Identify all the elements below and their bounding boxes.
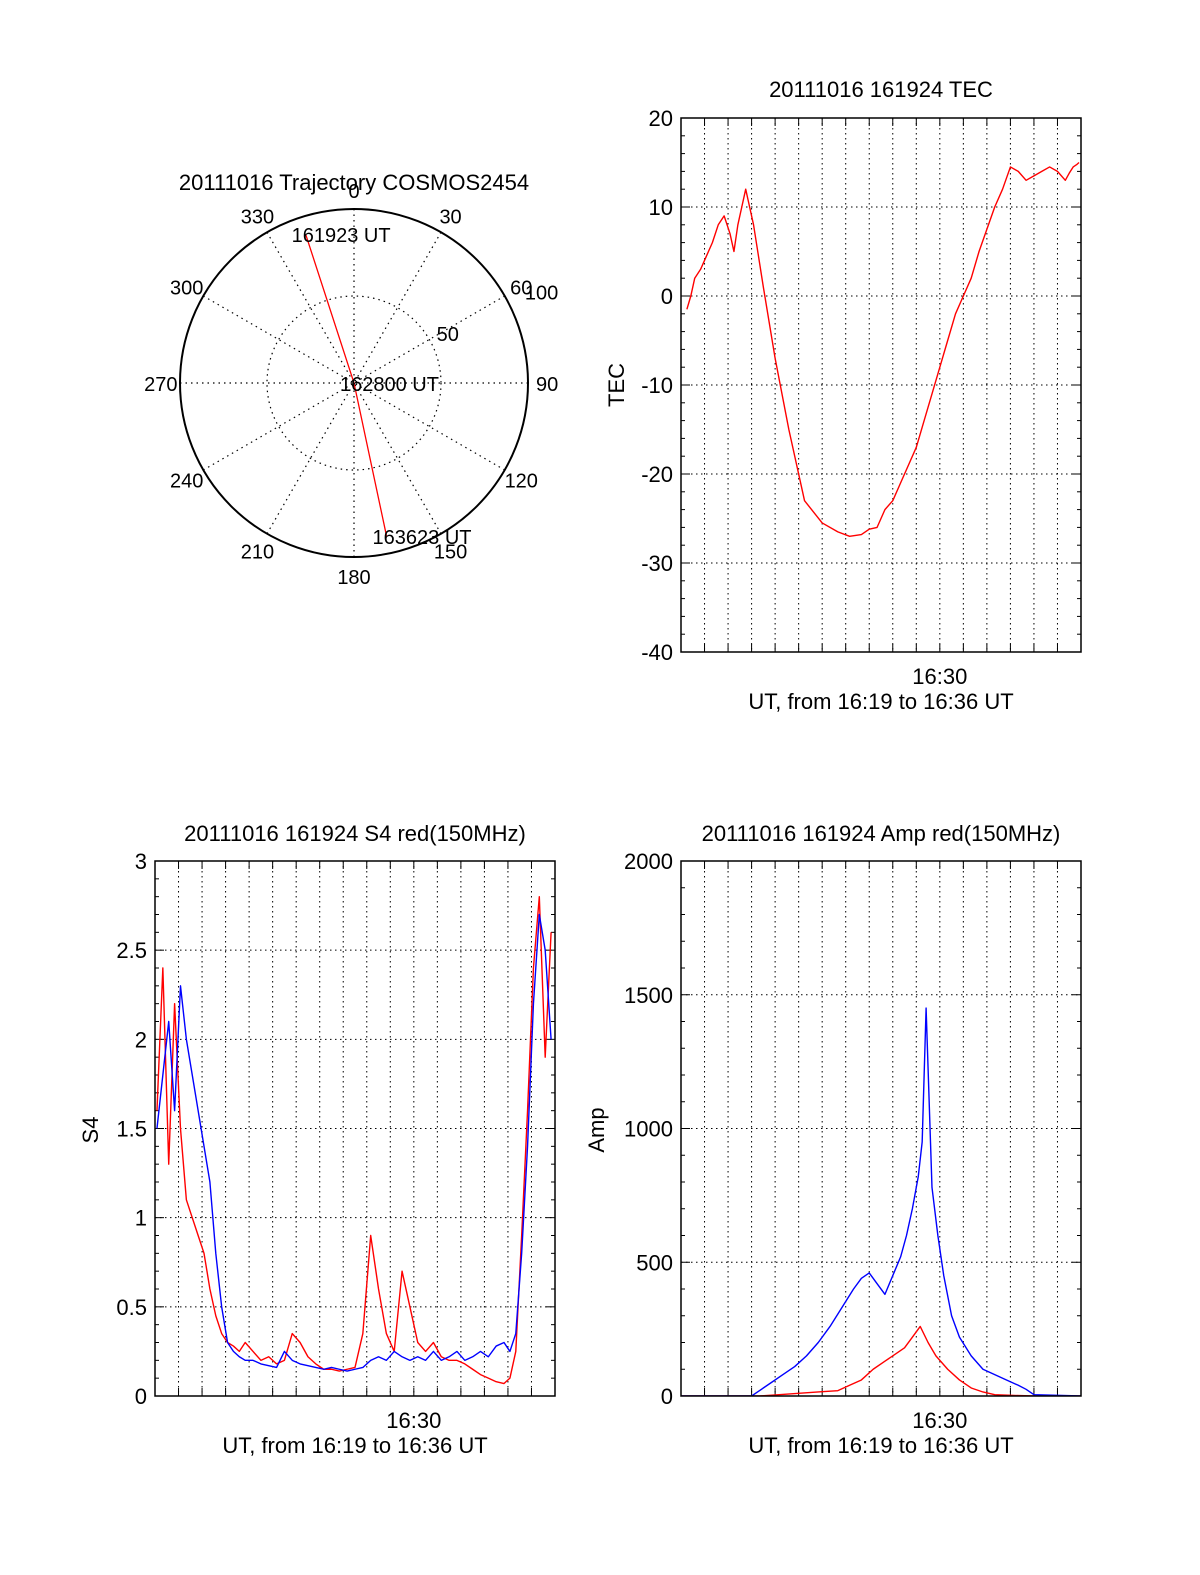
- y-tick-label: 0.5: [116, 1295, 147, 1320]
- plot-frame: [154, 860, 556, 1397]
- tec-y-label: TEC: [604, 363, 629, 407]
- polar-angle-label: 60: [510, 277, 532, 299]
- polar-angle-label: 30: [439, 207, 461, 229]
- series-group: [156, 895, 552, 1385]
- polar-angle-labels: 0 30 60 90 120 150 180 210 240 270 300 330: [144, 181, 558, 589]
- polar-angle-label: 120: [505, 471, 538, 493]
- series-line: [681, 1007, 1081, 1396]
- amp-title: 20111016 161924 Amp red(150MHz): [702, 821, 1061, 846]
- y-tick-label: 1000: [624, 1117, 673, 1142]
- polar-angle-label: 150: [434, 541, 467, 563]
- y-tick-label: 20: [649, 106, 673, 131]
- tec-x-label: UT, from 16:19 to 16:36 UT: [748, 689, 1013, 714]
- polar-angle-label: 210: [241, 541, 274, 563]
- tec-title: 20111016 161924 TEC: [769, 77, 993, 102]
- trajectory-polar-panel: 20111016 Trajectory COSMOS2454 0 30 60 90 12…: [144, 170, 558, 589]
- y-tick-label: -30: [641, 551, 673, 576]
- series-line: [156, 895, 552, 1385]
- y-tick-label: 1500: [624, 983, 673, 1008]
- series-line: [686, 161, 1080, 537]
- polar-angle-label: 330: [241, 207, 274, 229]
- y-tick-label: 0: [135, 1384, 147, 1409]
- y-tick-label: 2.5: [116, 938, 147, 963]
- s4-y-label: S4: [78, 1117, 103, 1144]
- polar-radial-label: 50: [437, 324, 459, 346]
- time-annotation: 161923 UT: [292, 225, 391, 247]
- polar-angle-label: 180: [337, 567, 370, 589]
- series-group: [686, 161, 1080, 537]
- amp-plot-area: 0 500 1000 1500 2000 16:30: [624, 849, 1082, 1433]
- polar-angle-label: 0: [348, 181, 359, 203]
- s4-title: 20111016 161924 S4 red(150MHz): [184, 821, 526, 846]
- y-tick-label: 3: [135, 849, 147, 874]
- y-tick-label: 1: [135, 1206, 147, 1231]
- series-line: [156, 913, 552, 1372]
- tec-plot-area: -40 -30 -20 -10 0 10 20 16:30: [641, 106, 1082, 689]
- y-tick-label: 2000: [624, 849, 673, 874]
- s4-panel: 20111016 161924 S4 red(150MHz) S4 UT, fr…: [78, 821, 556, 1458]
- y-tick-label: 0: [661, 1384, 673, 1409]
- polar-annotations: 161923 UT 162800 UT 163623 UT: [292, 225, 472, 549]
- trajectory-line: [304, 233, 388, 537]
- y-tick-label: 500: [636, 1250, 673, 1275]
- series-group: [681, 1007, 1081, 1396]
- polar-angle-label: 270: [144, 374, 177, 396]
- polar-angle-label: 300: [170, 277, 203, 299]
- polar-angle-label: 240: [170, 471, 203, 493]
- amp-panel: 20111016 161924 Amp red(150MHz) Amp UT, …: [584, 821, 1082, 1458]
- y-tick-label: -40: [641, 640, 673, 665]
- x-tick-label: 16:30: [912, 1408, 967, 1433]
- trajectory-title: 20111016 Trajectory COSMOS2454: [179, 170, 529, 195]
- polar-radial-label: 100: [525, 282, 558, 304]
- y-tick-label: 0: [661, 284, 673, 309]
- amp-x-label: UT, from 16:19 to 16:36 UT: [748, 1433, 1013, 1458]
- polar-radial-labels: 50 100: [437, 282, 559, 346]
- time-annotation: 162800 UT: [340, 374, 439, 396]
- y-tick-label: -20: [641, 462, 673, 487]
- polar-angle-label: 90: [536, 374, 558, 396]
- y-tick-label: 1.5: [116, 1117, 147, 1142]
- x-tick-label: 16:30: [386, 1408, 441, 1433]
- y-tick-label: -10: [641, 373, 673, 398]
- s4-x-label: UT, from 16:19 to 16:36 UT: [222, 1433, 487, 1458]
- polar-inner-circle: [266, 295, 442, 471]
- plot-frame: [680, 117, 1082, 653]
- polar-trajectory: [304, 233, 388, 537]
- time-annotation: 163623 UT: [373, 527, 472, 549]
- series-line: [681, 1325, 1081, 1396]
- y-tick-label: 2: [135, 1027, 147, 1052]
- plot-frame: [680, 860, 1082, 1397]
- tec-panel: 20111016 161924 TEC TEC UT, from 16:19 t…: [604, 77, 1082, 714]
- amp-y-label: Amp: [584, 1107, 609, 1152]
- y-tick-label: 10: [649, 195, 673, 220]
- s4-plot-area: 0 0.5 1 1.5 2 2.5 3 16:30: [116, 849, 556, 1433]
- x-tick-label: 16:30: [912, 664, 967, 689]
